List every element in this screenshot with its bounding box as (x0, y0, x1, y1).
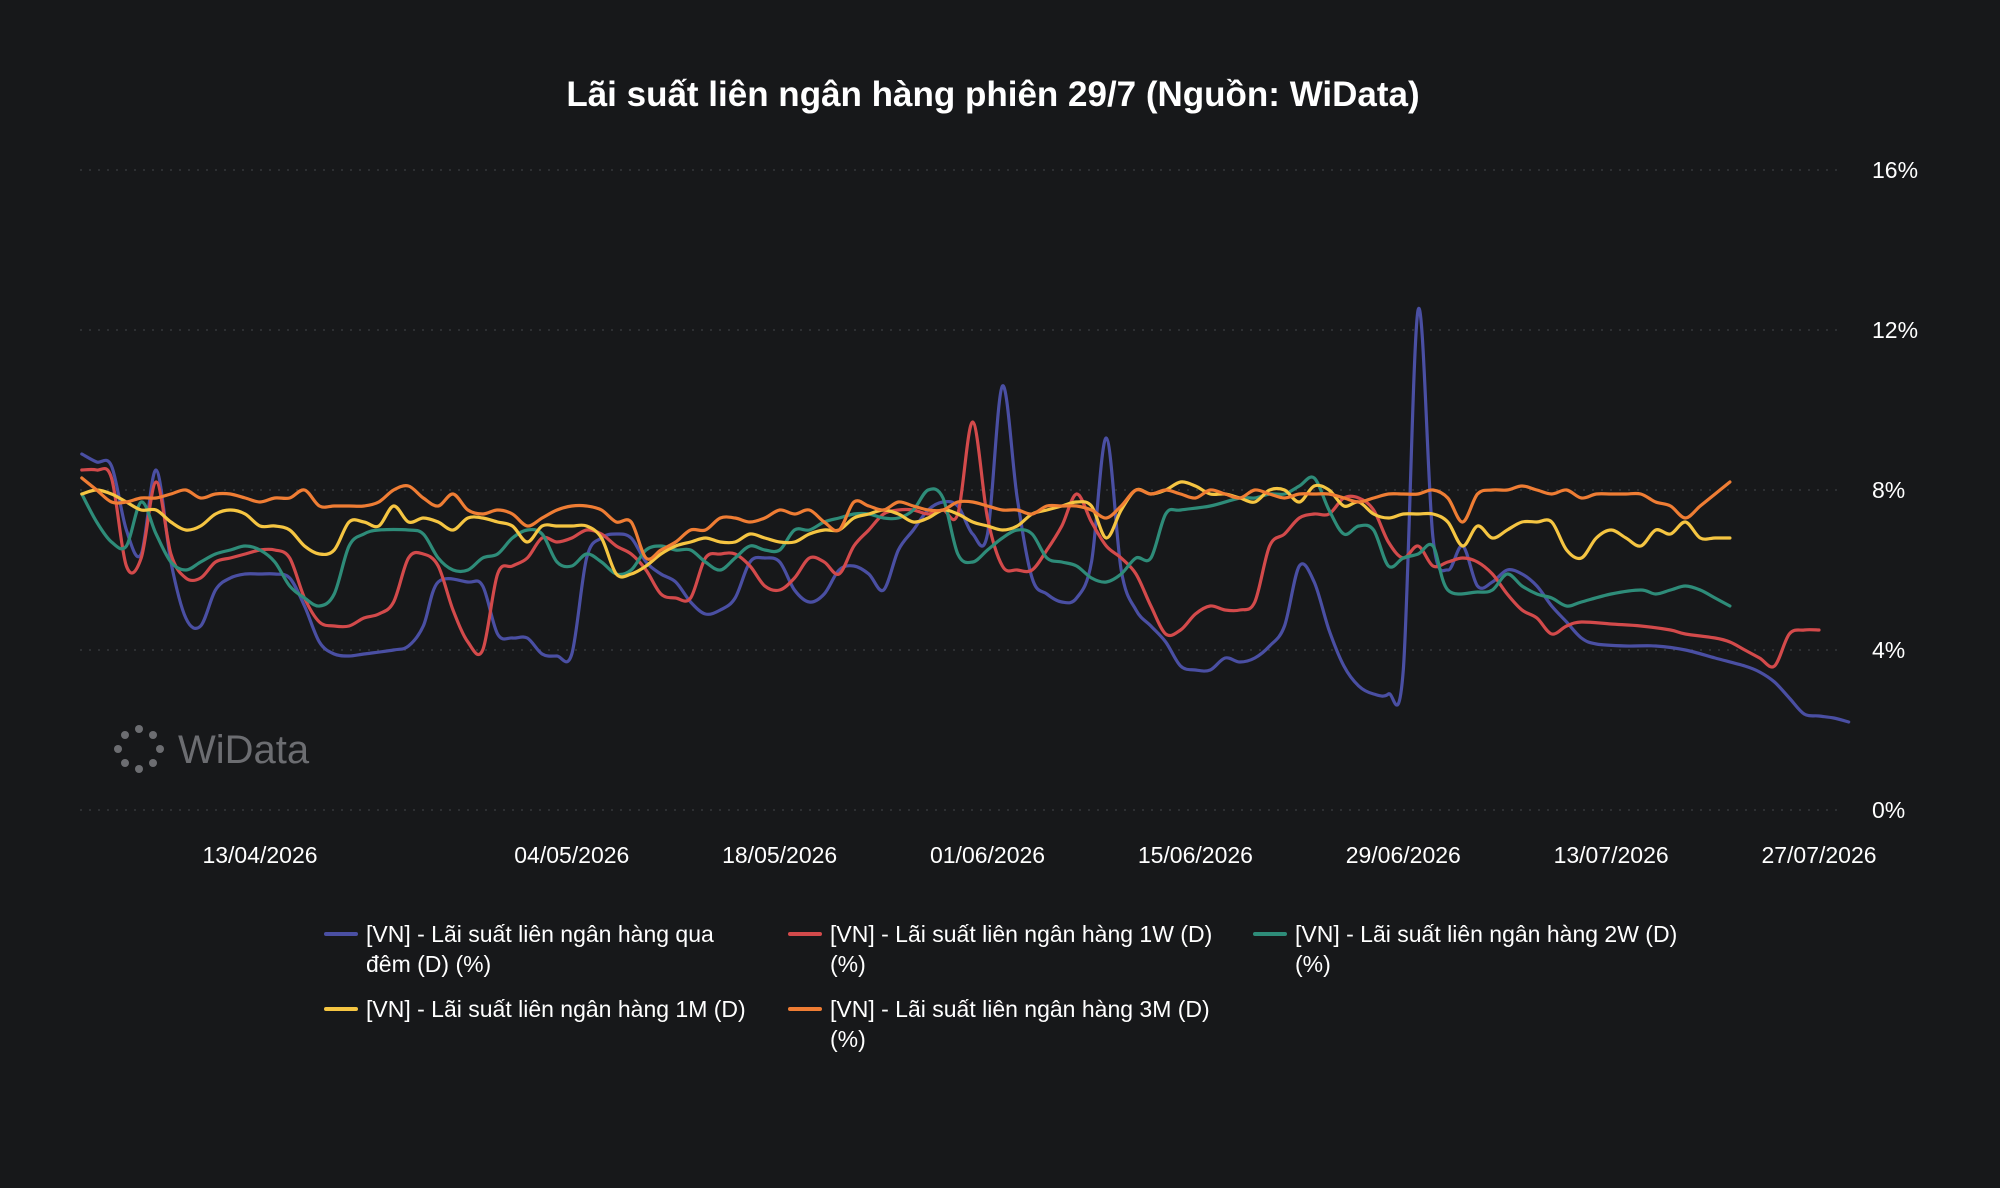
y-tick-label: 12% (1872, 317, 1918, 343)
series-line-5 (80, 476, 1732, 561)
series-line-4 (80, 480, 1732, 579)
x-tick-label: 01/06/2026 (930, 842, 1045, 868)
widata-watermark-text: WiData (178, 728, 310, 772)
y-tick-label: 16% (1872, 157, 1918, 183)
y-tick-label: 8% (1872, 477, 1905, 503)
legend-item-4[interactable]: [VN] - Lãi suất liên ngân hàng 1M (D) (324, 996, 746, 1022)
x-tick-label: 29/06/2026 (1346, 842, 1461, 868)
x-tick-label: 13/07/2026 (1554, 842, 1669, 868)
legend-label: [VN] - Lãi suất liên ngân hàng 1W (D) (%) (830, 921, 1212, 977)
legend-label: [VN] - Lãi suất liên ngân hàng 1M (D) (366, 996, 746, 1022)
grid-lines (80, 169, 1842, 811)
x-tick-label: 15/06/2026 (1138, 842, 1253, 868)
x-tick-label: 18/05/2026 (722, 842, 837, 868)
chart-title: Lãi suất liên ngân hàng phiên 29/7 (Nguồ… (566, 75, 1419, 114)
series-line-3 (80, 475, 1732, 608)
y-tick-label: 0% (1872, 797, 1905, 823)
series-line-1 (80, 306, 1851, 724)
widata-watermark: WiData (114, 725, 310, 773)
legend-item-3[interactable]: [VN] - Lãi suất liên ngân hàng 2W (D) (%) (1253, 921, 1677, 977)
x-axis-tick-labels: 13/04/2026 04/05/2026 18/05/2026 01/06/2026… (202, 842, 1876, 868)
x-tick-label: 13/04/2026 (202, 842, 317, 868)
x-tick-label: 04/05/2026 (514, 842, 629, 868)
legend-item-2[interactable]: [VN] - Lãi suất liên ngân hàng 1W (D) (%) (788, 921, 1212, 977)
legend-item-5[interactable]: [VN] - Lãi suất liên ngân hàng 3M (D) (%) (788, 996, 1210, 1052)
legend-label: [VN] - Lãi suất liên ngân hàng qua đêm (D… (366, 921, 714, 977)
x-tick-label: 27/07/2026 (1761, 842, 1876, 868)
series-lines (80, 306, 1851, 724)
legend-item-1[interactable]: [VN] - Lãi suất liên ngân hàng qua đêm (D… (324, 921, 714, 977)
widata-logo-icon (114, 725, 164, 773)
y-axis-tick-labels: 0% 4% 8% 12% 16% (1872, 157, 1918, 823)
y-tick-label: 4% (1872, 637, 1905, 663)
series-line-2 (80, 420, 1821, 669)
legend: [VN] - Lãi suất liên ngân hàng qua đêm (D… (324, 921, 1677, 1052)
legend-label: [VN] - Lãi suất liên ngân hàng 3M (D) (%) (830, 996, 1210, 1052)
legend-label: [VN] - Lãi suất liên ngân hàng 2W (D) (%) (1295, 921, 1677, 977)
